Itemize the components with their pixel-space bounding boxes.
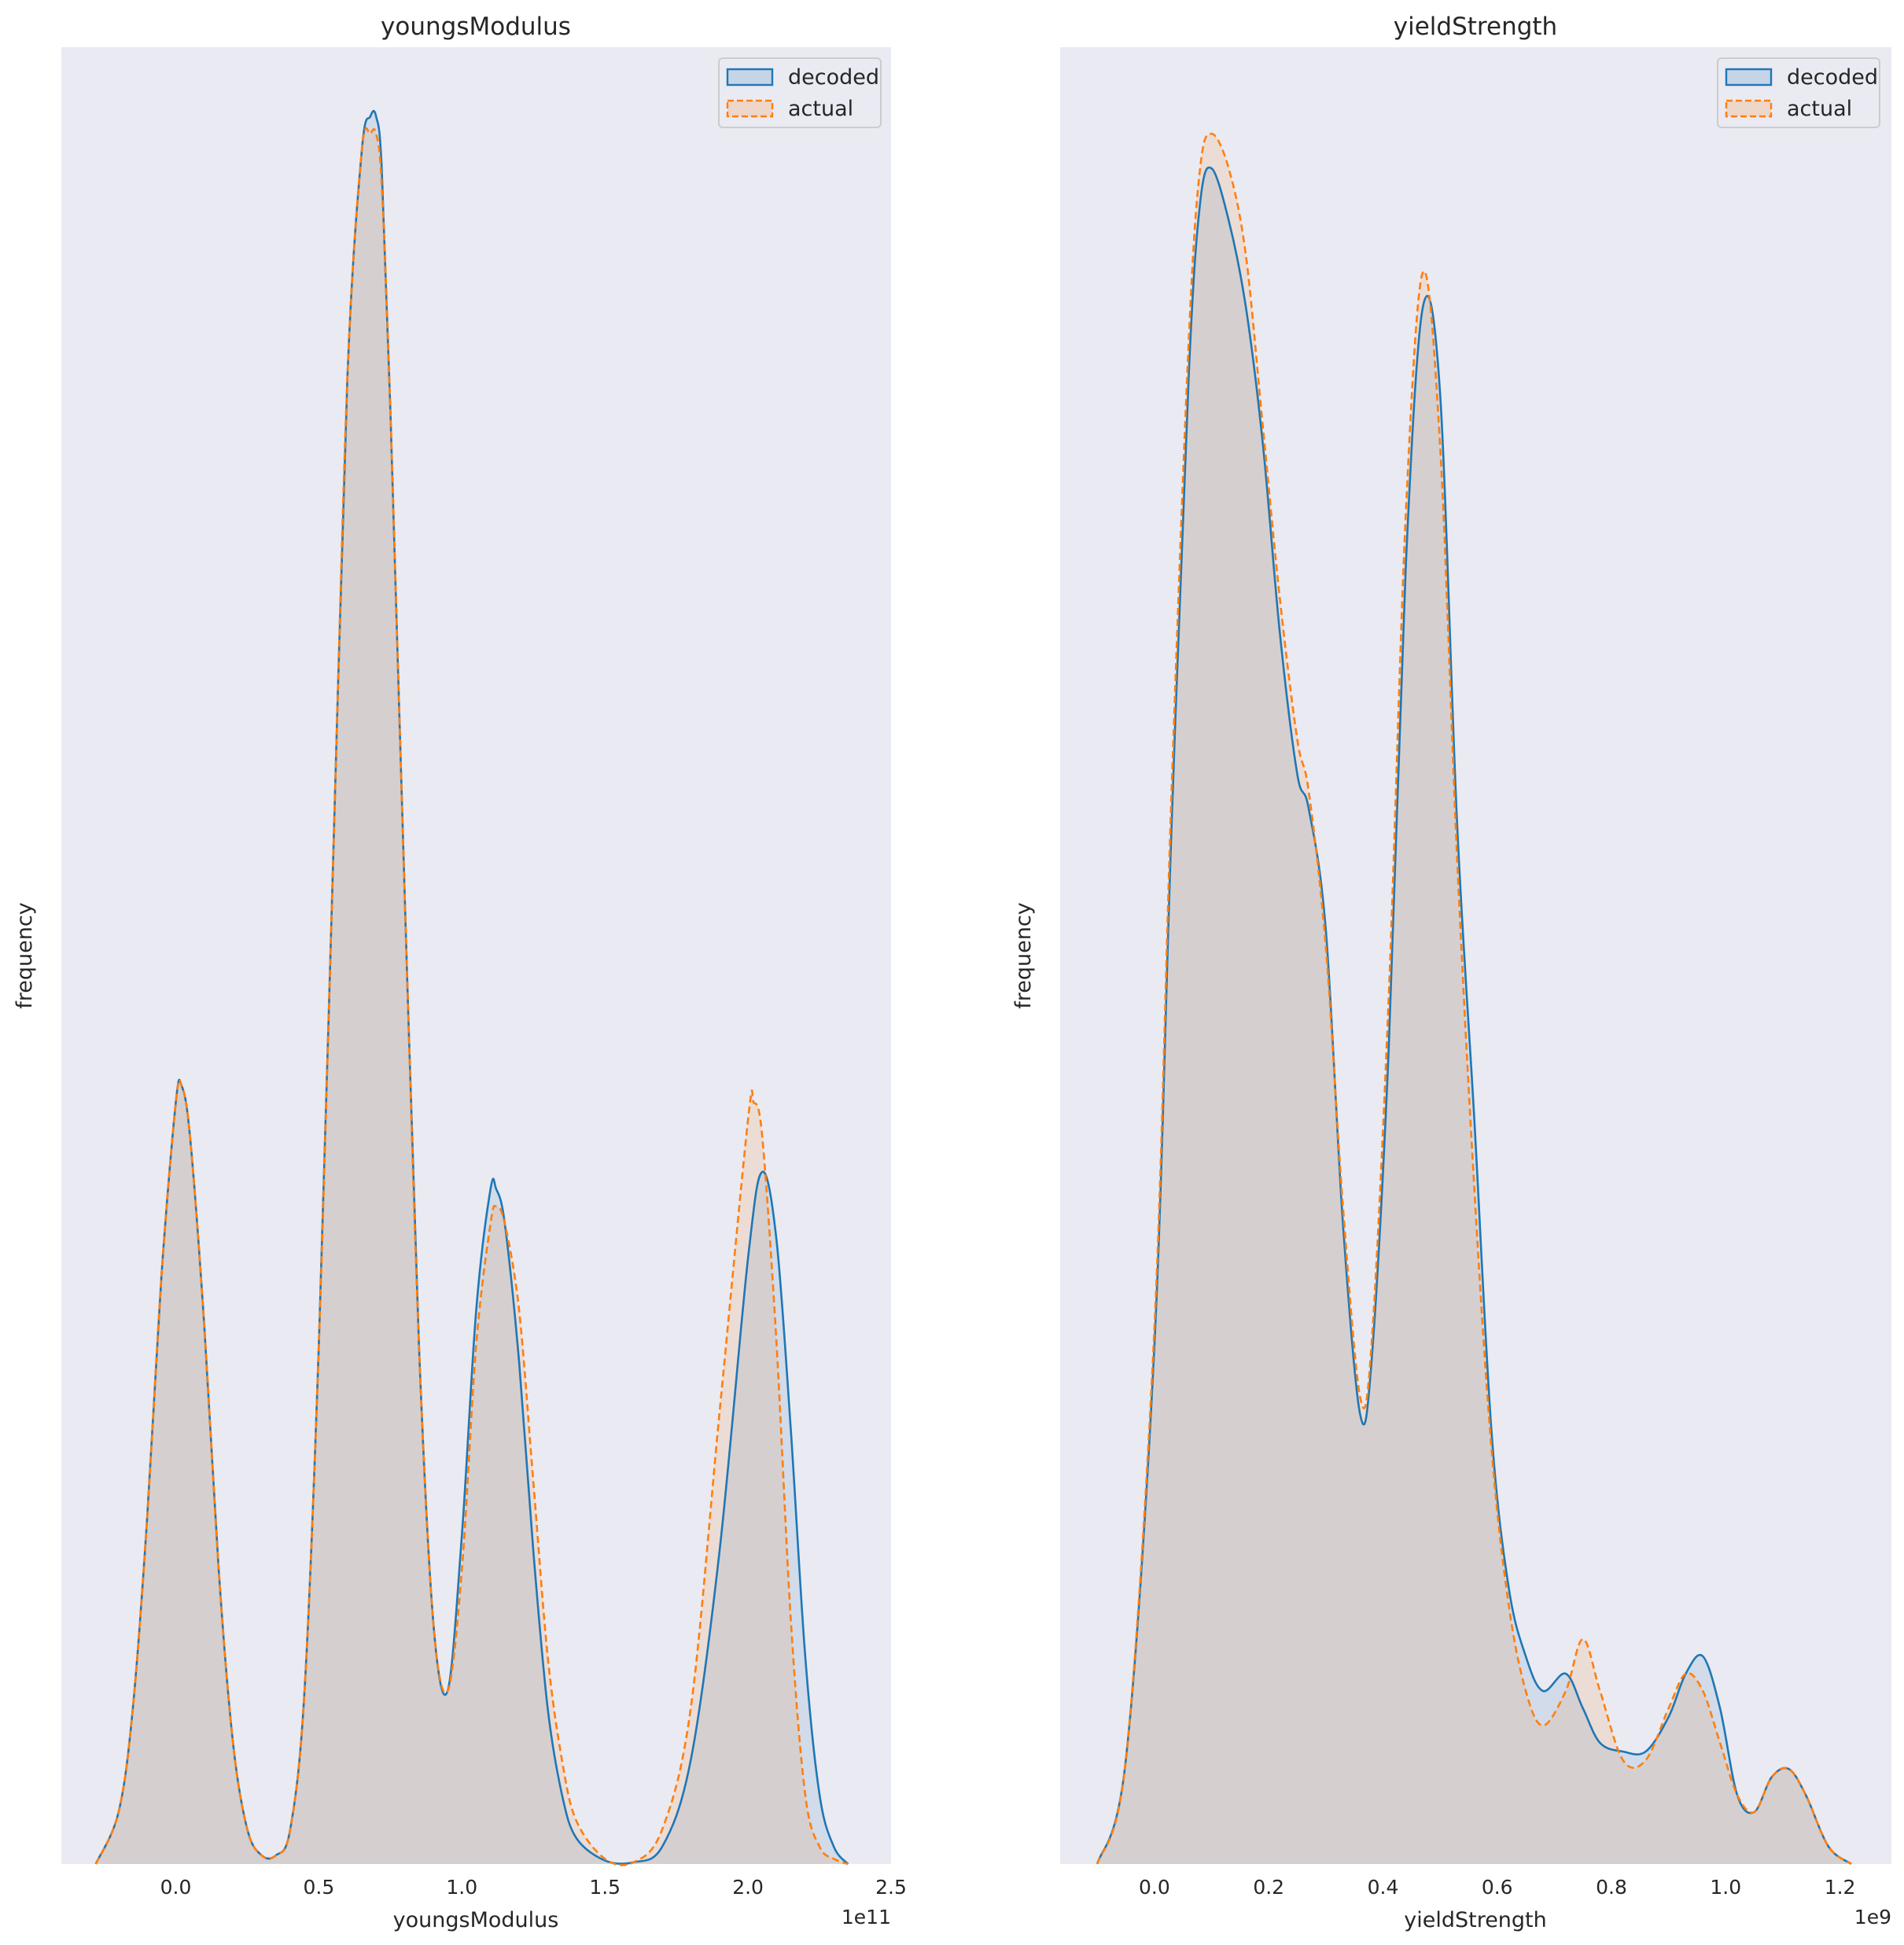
- x-tick-label: 1.0: [446, 1876, 477, 1899]
- legend-swatch-actual: [726, 99, 774, 118]
- legend-swatch-decoded: [726, 68, 774, 87]
- x-tick-label: 0.5: [304, 1876, 335, 1899]
- legend-label-actual: actual: [788, 97, 853, 121]
- legend-label-decoded: decoded: [788, 65, 879, 90]
- density-line-actual: [94, 127, 849, 1866]
- chart-title: yieldStrength: [1394, 13, 1557, 41]
- x-tick-label: 0.0: [1139, 1876, 1170, 1899]
- density-line-actual: [1096, 132, 1852, 1866]
- series-layer: [94, 109, 849, 1866]
- x-tick-label: 2.0: [732, 1876, 764, 1899]
- density-fill-actual: [95, 127, 849, 1866]
- legend: decoded actual: [718, 57, 882, 128]
- density-fill-decoded: [1097, 167, 1852, 1865]
- plot-area: [61, 47, 891, 1864]
- y-axis-label: frequency: [13, 902, 37, 1008]
- x-tick-label: 0.0: [160, 1876, 192, 1899]
- series-layer: [1096, 132, 1852, 1866]
- chart-title: youngsModulus: [381, 13, 571, 41]
- legend-swatch-decoded: [1725, 68, 1773, 87]
- legend-box: [718, 57, 882, 128]
- y-axis-label: frequency: [1011, 902, 1036, 1008]
- x-tick-label: 0.2: [1253, 1876, 1284, 1899]
- x-offset-label: 1e9: [1854, 1906, 1891, 1928]
- density-fill-actual: [1097, 134, 1852, 1864]
- legend-label-actual: actual: [1787, 97, 1852, 121]
- plot-area: [1060, 47, 1891, 1864]
- x-ticks: 0.0 0.5 1.0 1.5 2.0 2.5: [160, 1876, 907, 1899]
- x-tick-label: 2.5: [875, 1876, 907, 1899]
- density-line-decoded: [1096, 166, 1852, 1866]
- x-tick-label: 0.8: [1596, 1876, 1627, 1899]
- x-tick-label: 1.0: [1710, 1876, 1741, 1899]
- x-axis-label: yieldStrength: [1404, 1908, 1547, 1932]
- x-axis-label: youngsModulus: [393, 1908, 559, 1932]
- legend-swatch-actual: [1725, 99, 1773, 118]
- subplot-youngs-modulus: youngsModulus youngsModulus frequency 1e…: [13, 13, 907, 1932]
- density-fill-decoded: [95, 111, 849, 1864]
- x-tick-label: 0.4: [1368, 1876, 1399, 1899]
- subplot-yield-strength: yieldStrength yieldStrength frequency 1e…: [1011, 13, 1891, 1932]
- x-tick-label: 0.6: [1482, 1876, 1513, 1899]
- x-tick-label: 1.5: [589, 1876, 621, 1899]
- legend-box: [1717, 57, 1880, 128]
- x-ticks: 0.0 0.2 0.4 0.6 0.8 1.0 1.2: [1139, 1876, 1855, 1899]
- x-offset-label: 1e11: [842, 1906, 891, 1928]
- x-tick-label: 1.2: [1825, 1876, 1856, 1899]
- legend: decoded actual: [1717, 57, 1880, 128]
- legend-label-decoded: decoded: [1787, 65, 1878, 90]
